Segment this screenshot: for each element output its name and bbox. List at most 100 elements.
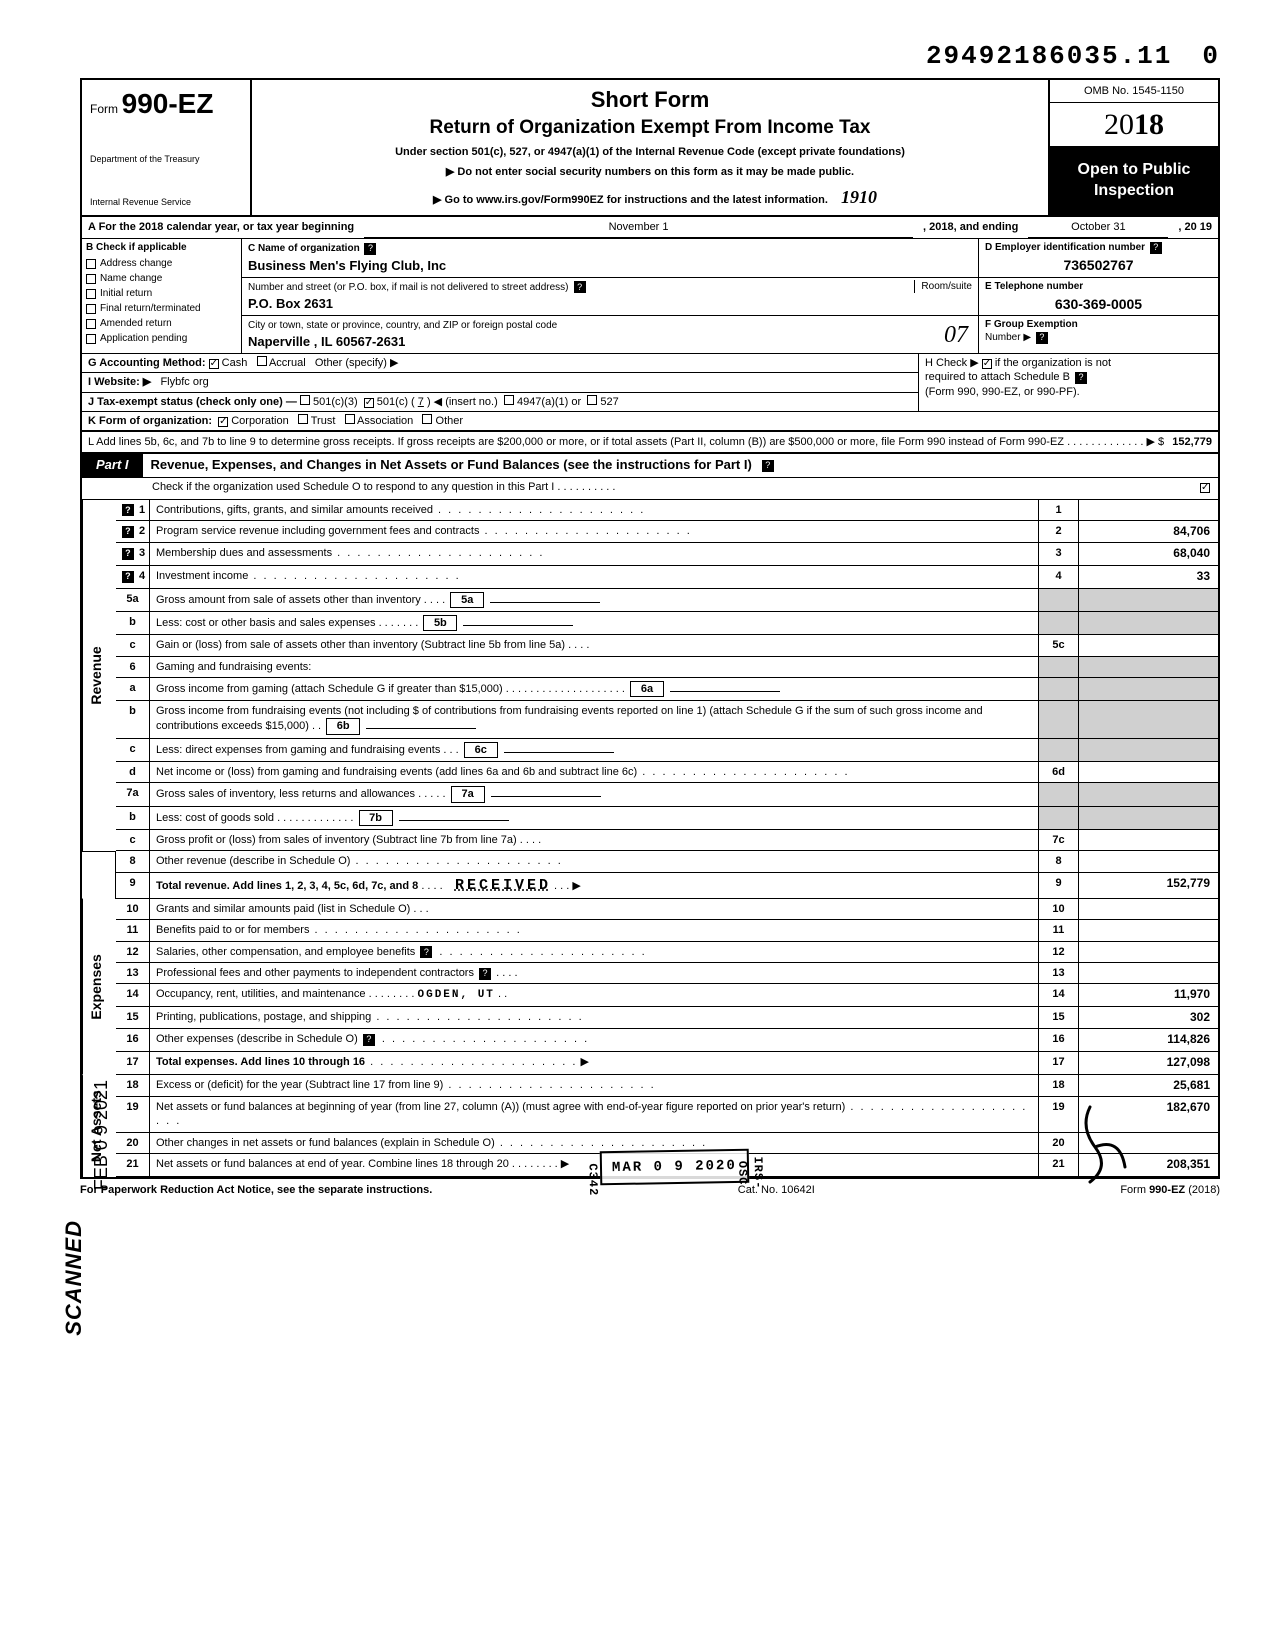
chk-4947[interactable] bbox=[504, 395, 514, 405]
tax-year: 2018 bbox=[1050, 103, 1218, 147]
g-label: G Accounting Method: bbox=[88, 357, 206, 369]
k-corp: Corporation bbox=[231, 415, 288, 427]
g-accrual: Accrual bbox=[269, 357, 306, 369]
help-icon[interactable]: ? bbox=[122, 504, 134, 516]
help-icon[interactable]: ? bbox=[122, 526, 134, 538]
k-trust: Trust bbox=[311, 415, 336, 427]
chk-address-change[interactable]: Address change bbox=[82, 256, 241, 271]
ln1-desc: Contributions, gifts, grants, and simila… bbox=[150, 500, 1038, 521]
ln6b-amt bbox=[1078, 701, 1218, 739]
checkbox-icon[interactable] bbox=[86, 259, 96, 269]
help-icon[interactable]: ? bbox=[1150, 242, 1162, 254]
ln16-amt: 114,826 bbox=[1078, 1029, 1218, 1052]
help-icon[interactable]: ? bbox=[479, 968, 491, 980]
ln2-col: 2 bbox=[1038, 521, 1078, 544]
chk-name-change[interactable]: Name change bbox=[82, 271, 241, 286]
help-icon[interactable]: ? bbox=[364, 243, 376, 255]
col-b: B Check if applicable Address change Nam… bbox=[82, 239, 242, 353]
short-form-title: Short Form bbox=[262, 86, 1038, 115]
ln11-desc: Benefits paid to or for members bbox=[150, 920, 1038, 941]
chk-other[interactable] bbox=[422, 414, 432, 424]
dept-irs: Internal Revenue Service bbox=[90, 197, 242, 209]
ln1-col: 1 bbox=[1038, 500, 1078, 521]
ln3-desc: Membership dues and assessments bbox=[150, 543, 1038, 566]
chk-cash[interactable] bbox=[209, 359, 219, 369]
checkbox-icon[interactable] bbox=[86, 289, 96, 299]
chk-h[interactable] bbox=[982, 359, 992, 369]
ln5b-no: b bbox=[116, 612, 150, 635]
row-g: G Accounting Method: Cash Accrual Other … bbox=[82, 354, 918, 373]
c-city-cell: City or town, state or province, country… bbox=[242, 316, 978, 353]
checkbox-icon[interactable] bbox=[86, 274, 96, 284]
ln16-no: 16 bbox=[116, 1029, 150, 1052]
chk-amended[interactable]: Amended return bbox=[82, 316, 241, 331]
ln16-col: 16 bbox=[1038, 1029, 1078, 1052]
ln7c-desc: Gross profit or (loss) from sales of inv… bbox=[150, 830, 1038, 851]
form-prefix: Form bbox=[90, 102, 118, 116]
h-text4: (Form 990, 990-EZ, or 990-PF). bbox=[925, 386, 1080, 398]
chk-501c[interactable] bbox=[364, 398, 374, 408]
h-text2: if the organization is not bbox=[995, 357, 1111, 369]
help-icon[interactable]: ? bbox=[122, 571, 134, 583]
checkbox-icon[interactable] bbox=[86, 319, 96, 329]
b-header: B Check if applicable bbox=[82, 239, 241, 256]
l-text: L Add lines 5b, 6c, and 7b to line 9 to … bbox=[88, 435, 1164, 449]
help-icon[interactable]: ? bbox=[363, 1034, 375, 1046]
ln11-amt bbox=[1078, 920, 1218, 941]
website: Flybfc org bbox=[160, 376, 208, 388]
help-icon[interactable]: ? bbox=[1075, 372, 1087, 384]
checkbox-icon[interactable] bbox=[86, 334, 96, 344]
chk-corp[interactable] bbox=[218, 417, 228, 427]
ln19-desc: Net assets or fund balances at beginning… bbox=[150, 1097, 1038, 1133]
chk-application-pending[interactable]: Application pending bbox=[82, 331, 241, 346]
feb-date-stamp: FEB 0 9 2021 bbox=[90, 1080, 113, 1190]
ln7b-col bbox=[1038, 807, 1078, 830]
checkbox-icon[interactable] bbox=[86, 304, 96, 314]
ln3-amt: 68,040 bbox=[1078, 543, 1218, 566]
ln6c-desc: Less: direct expenses from gaming and fu… bbox=[150, 739, 1038, 762]
entity-grid: B Check if applicable Address change Nam… bbox=[80, 239, 1220, 354]
ln6b-inner: 6b bbox=[326, 718, 360, 734]
ln5a-no: 5a bbox=[116, 589, 150, 612]
help-icon[interactable]: ? bbox=[762, 460, 774, 472]
k-other: Other bbox=[436, 415, 464, 427]
j-501c-after: ) ◀ (insert no.) bbox=[427, 396, 498, 408]
initial-signature-icon bbox=[1070, 1097, 1150, 1187]
ln6d-no: d bbox=[116, 762, 150, 783]
chk-501c3[interactable] bbox=[300, 395, 310, 405]
stamp-date: MAR 0 9 2020 bbox=[612, 1157, 737, 1177]
help-icon[interactable]: ? bbox=[420, 946, 432, 958]
chk-final-return[interactable]: Final return/terminated bbox=[82, 301, 241, 316]
k-label: K Form of organization: bbox=[88, 415, 212, 427]
j-501c3: 501(c)(3) bbox=[313, 396, 358, 408]
help-icon[interactable]: ? bbox=[574, 281, 586, 293]
e-cell: E Telephone number 630-369-0005 bbox=[979, 278, 1218, 316]
ln5a-col bbox=[1038, 589, 1078, 612]
under-section: Under section 501(c), 527, or 4947(a)(1)… bbox=[262, 145, 1038, 159]
l-amount: 152,779 bbox=[1172, 435, 1212, 449]
room-label: Room/suite bbox=[914, 280, 972, 293]
header-mid: Short Form Return of Organization Exempt… bbox=[252, 80, 1048, 215]
ln6c-inamt bbox=[504, 752, 614, 753]
ln15-amt: 302 bbox=[1078, 1007, 1218, 1030]
ln2-amt: 84,706 bbox=[1078, 521, 1218, 544]
ln7c-col: 7c bbox=[1038, 830, 1078, 851]
part1-sub-check[interactable] bbox=[1200, 480, 1210, 494]
checkbox-icon[interactable] bbox=[1200, 483, 1210, 493]
chk-initial-return[interactable]: Initial return bbox=[82, 286, 241, 301]
ln20-no: 20 bbox=[116, 1133, 150, 1154]
ln17-desc: Total expenses. Add lines 10 through 16 … bbox=[150, 1052, 1038, 1075]
help-icon[interactable]: ? bbox=[1036, 332, 1048, 344]
chk-trust[interactable] bbox=[298, 414, 308, 424]
chk-assoc[interactable] bbox=[345, 414, 355, 424]
chk-accrual[interactable] bbox=[257, 356, 267, 366]
ln17-amt: 127,098 bbox=[1078, 1052, 1218, 1075]
ln10-col: 10 bbox=[1038, 899, 1078, 920]
return-title: Return of Organization Exempt From Incom… bbox=[262, 116, 1038, 141]
e-label: E Telephone number bbox=[985, 281, 1083, 292]
ln10-no: 10 bbox=[116, 899, 150, 920]
help-icon[interactable]: ? bbox=[122, 548, 134, 560]
ln3-col: 3 bbox=[1038, 543, 1078, 566]
header-right: OMB No. 1545-1150 2018 Open to Public In… bbox=[1048, 80, 1218, 215]
chk-527[interactable] bbox=[587, 395, 597, 405]
